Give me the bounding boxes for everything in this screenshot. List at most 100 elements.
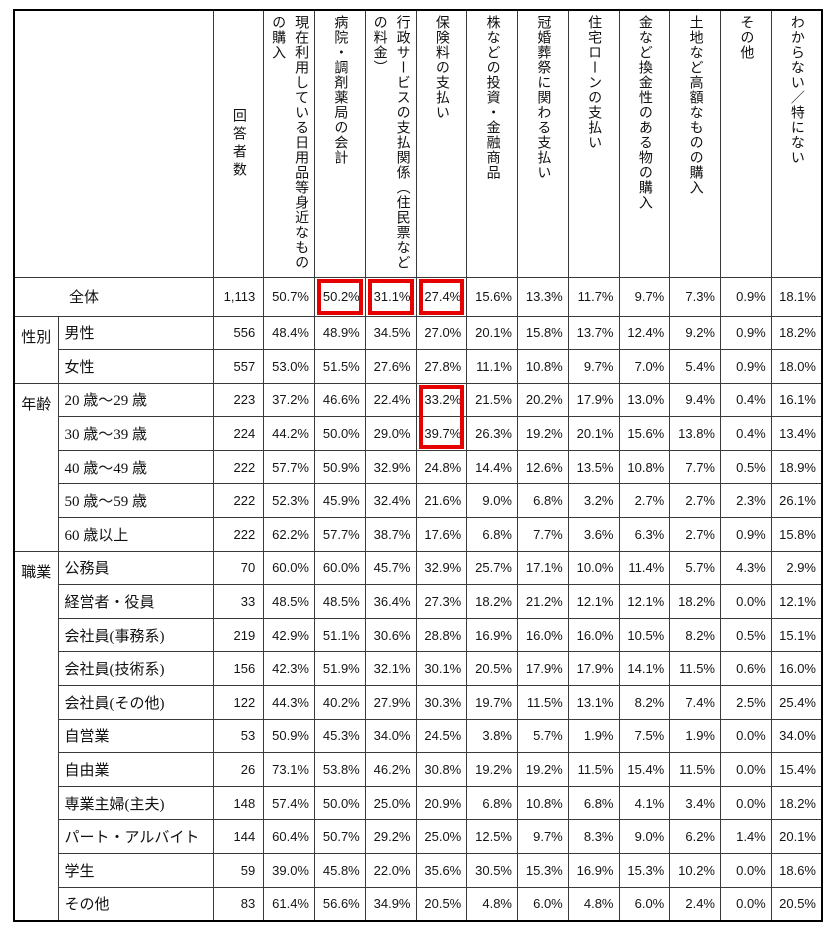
column-header-label: 回答者数 <box>230 107 246 180</box>
data-cell: 2.9% <box>770 550 823 586</box>
data-cell: 51.1% <box>314 617 366 653</box>
data-cell: 16.0% <box>567 617 620 653</box>
data-cell: 0.5% <box>720 449 772 485</box>
table-header: 回答者数 現在利用している日用品等身近なものの購入 病院・調剤薬局の会計 行政サービス… <box>13 9 823 278</box>
data-cell: 3.2% <box>567 483 620 519</box>
row-label: 60 歳以上 <box>57 517 214 552</box>
table-row: 40 歳〜49 歳 222 57.7% 50.9% 32.9% 24.8% 14.4% 12.… <box>14 449 823 485</box>
data-cell: 2.7% <box>618 483 671 519</box>
data-cell: 21.5% <box>466 382 518 418</box>
data-cell: 46.2% <box>364 752 417 787</box>
data-cell: 16.0% <box>770 651 823 687</box>
data-cell: 5.7% <box>517 718 569 754</box>
data-cell: 48.5% <box>263 584 315 619</box>
column-header: 病院・調剤薬局の会計 <box>314 9 366 278</box>
data-cell: 32.9% <box>415 550 468 586</box>
data-cell: 25.0% <box>364 785 417 821</box>
table-row: 会社員(その他) 122 44.3% 40.2% 27.9% 30.3% 19.7% 11.5… <box>14 685 823 720</box>
highlighted-data-cell: 31.1% <box>364 276 417 317</box>
data-cell: 5.4% <box>669 349 721 384</box>
data-cell: 37.2% <box>263 382 315 418</box>
data-cell: 6.8% <box>466 785 518 821</box>
data-cell: 15.8% <box>770 517 823 552</box>
data-cell: 14.1% <box>618 651 671 687</box>
respondent-count-cell: 223 <box>212 382 265 418</box>
data-cell: 57.7% <box>314 517 366 552</box>
data-cell: 18.2% <box>669 584 721 619</box>
data-cell: 0.0% <box>720 853 772 888</box>
data-cell: 10.2% <box>669 853 721 888</box>
data-cell: 20.5% <box>466 651 518 687</box>
data-cell: 1.4% <box>720 819 772 854</box>
data-cell: 18.6% <box>770 853 823 888</box>
row-label: 男性 <box>57 315 214 351</box>
respondent-count-cell: 70 <box>212 550 265 586</box>
column-header: わからない／特にない <box>770 9 823 278</box>
data-cell: 44.2% <box>263 416 315 451</box>
data-cell: 15.4% <box>618 752 671 787</box>
data-cell: 56.6% <box>314 886 366 922</box>
data-cell: 11.5% <box>517 685 569 720</box>
table-row: 女性 557 53.0% 51.5% 27.6% 27.8% 11.1% 10.8% 9.7% 7… <box>14 349 823 384</box>
column-header-label: 金など換金性のある物の購入 <box>636 15 652 210</box>
table-row: 学生 59 39.0% 45.8% 22.0% 35.6% 30.5% 15.3% 16.9% 1… <box>14 853 823 888</box>
table-row: 会社員(事務系) 219 42.9% 51.1% 30.6% 28.8% 16.9% 16.0… <box>14 617 823 653</box>
data-cell: 2.4% <box>669 886 721 922</box>
data-cell: 8.2% <box>669 617 721 653</box>
data-cell: 16.0% <box>517 617 569 653</box>
column-header: 現在利用している日用品等身近なものの購入 <box>263 9 315 278</box>
table-row: 60 歳以上 222 62.2% 57.7% 38.7% 17.6% 6.8% 7.7% 3.6… <box>14 517 823 552</box>
data-cell: 18.9% <box>770 449 823 485</box>
data-cell: 8.3% <box>567 819 620 854</box>
data-cell: 14.4% <box>466 449 518 485</box>
column-header: 行政サービスの支払関係（住民票などの料金） <box>364 9 417 278</box>
column-header-label: その他 <box>738 15 754 60</box>
data-cell: 32.9% <box>364 449 417 485</box>
group-label-cell: 性別 <box>13 315 59 384</box>
column-header-label: 住宅ローンの支払い <box>586 15 602 150</box>
data-cell: 38.7% <box>364 517 417 552</box>
data-cell: 0.0% <box>720 718 772 754</box>
table-row: 50 歳〜59 歳 222 52.3% 45.9% 32.4% 21.6% 9.0% 6.8%… <box>14 483 823 519</box>
column-header: 住宅ローンの支払い <box>567 9 620 278</box>
respondent-count-cell: 222 <box>212 517 265 552</box>
data-cell: 11.1% <box>466 349 518 384</box>
respondent-count-cell: 222 <box>212 449 265 485</box>
data-cell: 12.1% <box>567 584 620 619</box>
respondent-count-cell: 156 <box>212 651 265 687</box>
column-header-label: 現在利用している日用品等身近なものの購入 <box>270 15 309 270</box>
data-cell: 4.8% <box>567 886 620 922</box>
respondent-count-cell: 144 <box>212 819 265 854</box>
data-cell: 48.4% <box>263 315 315 351</box>
column-header: 金など換金性のある物の購入 <box>618 9 671 278</box>
data-cell: 22.4% <box>364 382 417 418</box>
table-row: パート・アルバイト 144 60.4% 50.7% 29.2% 25.0% 12.5% 9.7… <box>14 819 823 854</box>
data-cell: 17.9% <box>567 382 620 418</box>
data-cell: 0.4% <box>720 382 772 418</box>
data-cell: 4.8% <box>466 886 518 922</box>
data-cell: 4.1% <box>618 785 671 821</box>
data-cell: 7.4% <box>669 685 721 720</box>
data-cell: 50.7% <box>263 276 315 317</box>
data-cell: 18.2% <box>466 584 518 619</box>
data-cell: 45.3% <box>314 718 366 754</box>
data-cell: 11.4% <box>618 550 671 586</box>
respondent-count-cell: 1,113 <box>212 276 265 317</box>
respondent-count-cell: 26 <box>212 752 265 787</box>
data-cell: 34.0% <box>364 718 417 754</box>
data-cell: 3.6% <box>567 517 620 552</box>
data-cell: 7.7% <box>517 517 569 552</box>
data-cell: 3.4% <box>669 785 721 821</box>
table-row: 職業 公務員 70 60.0% 60.0% 45.7% 32.9% 25.7% 17.1% 10.… <box>13 550 823 922</box>
table-row: 全体 1,113 50.7% 50.2% 31.1% 27.4% 15.6% 13.3% 11.… <box>13 276 823 317</box>
data-cell: 40.2% <box>314 685 366 720</box>
table-row: 性別 男性 556 48.4% 48.9% 34.5% 27.0% 20.1% 15.8% 13.… <box>13 315 823 384</box>
highlighted-data-cell: 27.4% <box>415 276 468 317</box>
data-cell: 53.8% <box>314 752 366 787</box>
column-header-label: 土地など高額なものの購入 <box>687 15 703 195</box>
data-cell: 18.0% <box>770 349 823 384</box>
data-cell: 22.0% <box>364 853 417 888</box>
data-cell: 7.3% <box>669 276 721 317</box>
row-label: その他 <box>57 886 214 922</box>
